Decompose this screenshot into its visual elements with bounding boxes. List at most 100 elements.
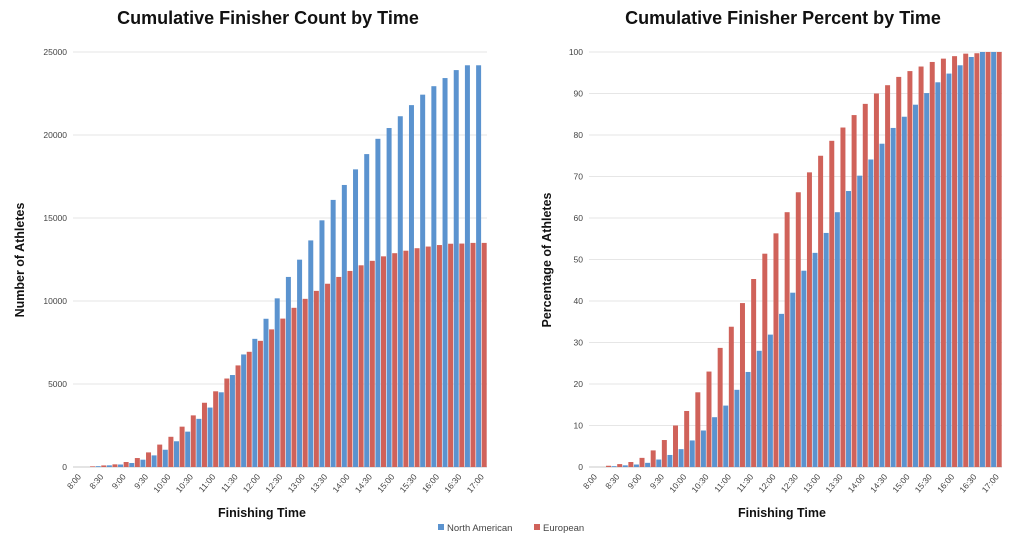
bar-north-american: 13:15 North American: 56.4	[823, 232, 829, 467]
bar-north-american: 8:45 North American: 100	[106, 465, 112, 467]
x-tick-label: 17:00	[465, 472, 487, 495]
bar-european: 13:30 European: 81.8	[840, 127, 846, 467]
x-tick-label: 13:00	[286, 472, 308, 495]
bar-european: 13:00 European: 10130	[302, 298, 308, 467]
bar-european: 13:45 European: 11450	[336, 276, 342, 467]
y-tick-label: 20	[574, 379, 584, 389]
y-tick-label: 80	[574, 130, 584, 140]
y-tick-label: 0	[62, 462, 67, 472]
x-tick-label: 11:30	[734, 472, 755, 494]
x-tick-label: 16:30	[957, 472, 979, 495]
bar-north-american: 12:45 North American: 47.3	[801, 270, 807, 467]
bar-european: 14:15 European: 12150	[358, 265, 364, 467]
x-tick-label: 16:00	[935, 472, 957, 495]
bar-european: 10:30 European: 23	[706, 371, 712, 467]
bar-european: 12:15 European: 8290	[269, 329, 275, 467]
count-chart: Cumulative Finisher Count by Time Number…	[13, 8, 487, 520]
x-tick-label: 8:30	[87, 472, 105, 491]
legend-label: European	[543, 523, 584, 534]
x-tick-label: 9:30	[648, 472, 666, 491]
bar-european: 15:15 European: 13030	[403, 250, 409, 467]
bar-north-american: 14:30 North American: 18850	[364, 154, 370, 467]
bar-european: 15:45 European: 13280	[425, 246, 431, 467]
bar-european: 10:00 European: 1820	[168, 436, 174, 467]
bar-north-american: 9:45 North American: 700	[151, 455, 157, 467]
bar-north-american: 13:30 North American: 61.4	[834, 212, 840, 467]
bar-north-american: 10:15 North American: 6.4	[689, 440, 695, 467]
bar-north-american: 15:30 North American: 90.1	[924, 93, 930, 468]
bar-european: 16:15 European: 13450	[448, 243, 454, 467]
x-tick-label: 11:30	[219, 472, 240, 494]
bar-european: 9:30 European: 880	[146, 452, 152, 467]
bar-european: 16:30 European: 13460	[459, 243, 465, 467]
bar-north-american: 13:00 North American: 51.6	[812, 252, 818, 467]
x-tick-label: 14:00	[846, 472, 868, 495]
bar-european: 9:00 European: 300	[123, 462, 129, 467]
bar-european: 15:00 European: 12880	[392, 253, 398, 467]
bar-north-american: 8:30 North American: 0.2	[611, 466, 617, 467]
bar-north-american: 9:45 North American: 2.9	[667, 454, 673, 467]
bar-north-american: 11:30 North American: 22.9	[745, 371, 751, 467]
x-tick-label: 15:30	[397, 472, 419, 495]
x-tick-label: 8:30	[603, 472, 621, 491]
bar-north-american: 12:15 North American: 36.9	[779, 313, 785, 467]
bar-european: 12:30 European: 66.2	[795, 192, 801, 467]
x-tick-label: 9:00	[625, 472, 643, 491]
y-tick-label: 70	[574, 172, 584, 182]
bar-european: 15:15 European: 96.5	[918, 66, 924, 468]
bar-european: 12:00 European: 7600	[257, 340, 263, 467]
bar-north-american: 13:30 North American: 14860	[319, 220, 325, 467]
bar-north-american: 10:30 North American: 8.8	[700, 430, 706, 467]
x-tick-label: 10:30	[689, 472, 711, 495]
x-tick-label: 13:30	[823, 472, 845, 495]
bar-european: 11:00 European: 33.8	[728, 326, 734, 467]
y-tick-label: 30	[574, 338, 584, 348]
y-axis-title: Percentage of Athletes	[540, 192, 554, 327]
bar-european: 9:45 European: 10	[673, 425, 678, 467]
bar-european: 16:00 European: 99	[952, 56, 958, 468]
bar-north-american: 10:15 North American: 1550	[174, 441, 179, 467]
bar-north-american: 16:45 North American: 100	[979, 52, 985, 467]
x-tick-label: 10:00	[667, 472, 689, 495]
bar-european: 16:30 European: 99.7	[974, 53, 980, 468]
bar-european: 12:00 European: 56.3	[773, 233, 779, 467]
bar-european: 9:30 European: 6.5	[661, 440, 667, 467]
bar-north-american: 15:00 North American: 84.4	[901, 116, 907, 468]
y-tick-label: 25000	[43, 47, 67, 57]
bar-north-american: 11:00 North American: 3580	[207, 407, 213, 467]
x-axis-title: Finishing Time	[218, 506, 306, 520]
bar-north-american: 12:30 North American: 10160	[274, 298, 280, 467]
bar-north-american: 11:00 North American: 14.8	[723, 405, 729, 467]
bar-european: 14:30 European: 12420	[369, 260, 375, 467]
chart-title: Cumulative Finisher Percent by Time	[625, 8, 941, 28]
y-tick-label: 40	[574, 296, 584, 306]
bar-north-american: 14:45 North American: 19770	[375, 138, 381, 467]
bar-north-american: 12:00 North American: 7720	[252, 338, 258, 467]
bar-north-american: 13:00 North American: 12490	[297, 259, 303, 467]
bar-north-american: 13:15 North American: 13650	[308, 240, 314, 467]
bar-north-american: 11:15 North American: 18.6	[734, 389, 740, 467]
y-tick-label: 0	[578, 462, 583, 472]
bar-european: 12:30 European: 8940	[280, 318, 286, 467]
x-axis-title: Finishing Time	[738, 506, 826, 520]
bar-european: 8:45 European: 1.2	[628, 462, 634, 467]
bar-north-american: 13:45 North American: 16090	[330, 199, 336, 467]
bar-north-american: 11:15 North American: 4500	[218, 392, 224, 467]
bar-north-american: 16:30 North American: 23910	[453, 70, 459, 468]
bar-north-american: 14:45 North American: 81.7	[890, 127, 896, 467]
bar-european: 8:30 European: 95	[101, 465, 107, 467]
bar-european: 13:30 European: 11040	[325, 283, 331, 467]
bar-european: 16:15 European: 99.6	[963, 53, 969, 467]
bar-north-american: 9:30 North American: 1.8	[656, 459, 662, 467]
bar-north-american: 15:00 North American: 20420	[386, 128, 392, 467]
bar-european: 8:15 European: 40	[90, 466, 96, 467]
bar-european: 10:45 European: 28.7	[717, 347, 723, 467]
legend-swatch-european	[534, 524, 540, 530]
x-tick-label: 14:30	[353, 472, 375, 495]
bar-european: 10:45 European: 3870	[201, 402, 207, 467]
bar-north-american: 12:30 North American: 42	[790, 292, 796, 467]
bar-european: 9:45 European: 1350	[157, 444, 163, 467]
bar-european: 11:45 European: 51.4	[762, 253, 768, 467]
legend: North American European	[438, 523, 584, 534]
bar-north-american: 9:00 North American: 150	[118, 464, 124, 467]
